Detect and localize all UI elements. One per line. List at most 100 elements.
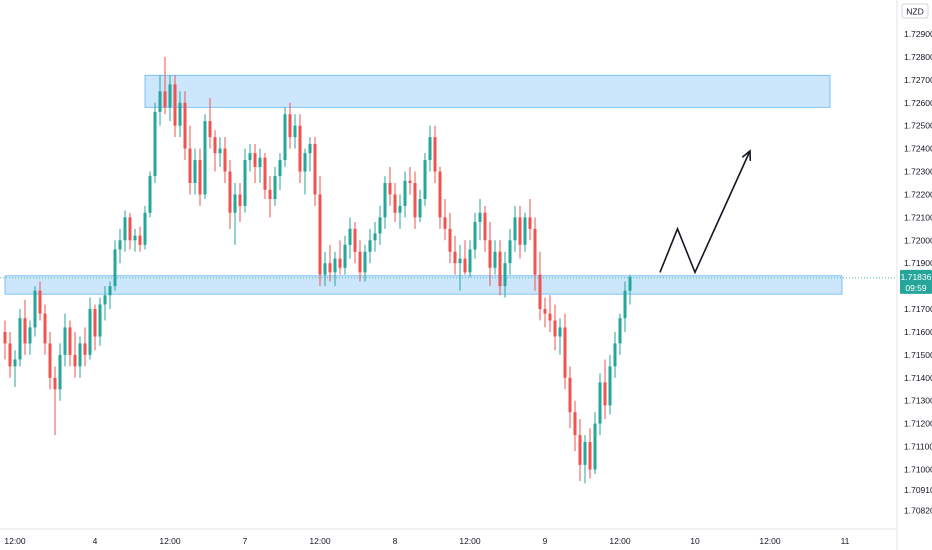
candle — [98, 297, 102, 346]
price-axis[interactable]: 1.72900 1.72800 1.72700 1.72600 1.72500 1.724… — [904, 29, 932, 516]
candle — [538, 251, 542, 321]
candle — [398, 194, 402, 229]
candle — [523, 212, 527, 252]
candle-body — [18, 318, 22, 360]
candle-body — [83, 343, 87, 355]
candle — [443, 199, 447, 241]
price-tick-label: 1.71100 — [904, 442, 932, 452]
time-tick-label: 12:00 — [309, 536, 331, 546]
candle-body — [618, 318, 622, 344]
candle-body — [13, 359, 17, 367]
candle — [408, 166, 412, 195]
candle-body — [403, 180, 407, 206]
candle-body — [338, 258, 342, 268]
candle-body — [483, 212, 487, 241]
candle — [488, 221, 492, 287]
zone-support[interactable] — [4, 275, 843, 295]
candle — [328, 244, 332, 282]
candle-body — [253, 153, 257, 167]
candle-body — [303, 153, 307, 172]
candle-body — [323, 263, 327, 275]
candle-body — [458, 258, 462, 264]
candle — [603, 359, 607, 420]
candle — [293, 114, 297, 149]
candle-body — [233, 194, 237, 213]
currency-label-text: NZD — [906, 7, 923, 17]
candle — [543, 297, 547, 328]
candle-body — [448, 228, 452, 252]
candle-body — [138, 235, 142, 245]
currency-label-box — [901, 3, 929, 19]
candle-body — [428, 137, 432, 161]
candle — [423, 153, 427, 206]
candle — [498, 240, 502, 296]
candle — [458, 244, 462, 291]
candle — [608, 354, 612, 415]
time-tick-label: 12:00 — [159, 536, 181, 546]
candle — [363, 244, 367, 282]
candle-body — [493, 251, 497, 268]
candle-body — [478, 212, 482, 222]
candle-body — [23, 318, 27, 344]
candle — [183, 91, 187, 161]
candle-body — [78, 343, 82, 367]
zone-resistance[interactable] — [144, 74, 831, 108]
candle-body — [163, 91, 167, 108]
price-tick-label: 1.71200 — [904, 419, 932, 429]
candle — [93, 304, 97, 351]
candle-body — [108, 286, 112, 296]
candle-body — [93, 309, 97, 337]
projection-layer[interactable] — [659, 149, 752, 275]
candle-body — [53, 377, 57, 390]
candle-body — [523, 217, 527, 245]
candle-body — [593, 423, 597, 470]
candle-body — [288, 114, 292, 138]
candle-body — [48, 343, 52, 378]
candles-layer — [0, 56, 897, 484]
candle-body — [193, 160, 197, 183]
candle-body — [553, 320, 557, 337]
time-tick-label: 4 — [93, 536, 98, 546]
candle-body — [348, 228, 352, 245]
projection-path[interactable] — [659, 150, 751, 275]
candle-body — [433, 137, 437, 172]
candle — [298, 114, 302, 183]
candle — [588, 428, 592, 479]
candle — [138, 226, 142, 252]
candle — [483, 205, 487, 252]
candle-body — [538, 274, 542, 310]
candle — [18, 309, 22, 367]
currency-label[interactable]: NZD — [901, 3, 929, 19]
candle-body — [388, 182, 392, 195]
candle — [553, 304, 557, 351]
candle-body — [298, 125, 302, 172]
candle-body — [3, 331, 7, 344]
candle — [203, 114, 207, 200]
candle — [453, 235, 457, 275]
candle-body — [158, 91, 162, 112]
candle — [253, 144, 257, 183]
candle — [313, 137, 317, 206]
candle — [118, 228, 122, 264]
candle — [393, 182, 397, 222]
price-tick-label: 1.72900 — [904, 29, 932, 39]
candle — [613, 331, 617, 378]
candle — [143, 205, 147, 250]
price-tick-label: 1.72300 — [904, 167, 932, 177]
candle — [508, 228, 512, 275]
time-axis[interactable]: 12:00 4 12:00 7 12:00 8 12:00 9 12:00 10 12:00 11 — [4, 536, 849, 546]
current-price-value: 1.71836 — [901, 272, 932, 282]
candle-body — [363, 251, 367, 273]
candle-body — [228, 171, 232, 213]
price-tick-label: 1.72700 — [904, 75, 932, 85]
candle — [103, 286, 107, 321]
candle-body — [133, 235, 137, 241]
candle-body — [413, 182, 417, 218]
candle-body — [263, 157, 267, 190]
candle-body — [358, 251, 362, 273]
candle — [63, 313, 67, 367]
candle-body — [528, 217, 532, 229]
candle — [368, 228, 372, 264]
candle-body — [213, 137, 217, 154]
